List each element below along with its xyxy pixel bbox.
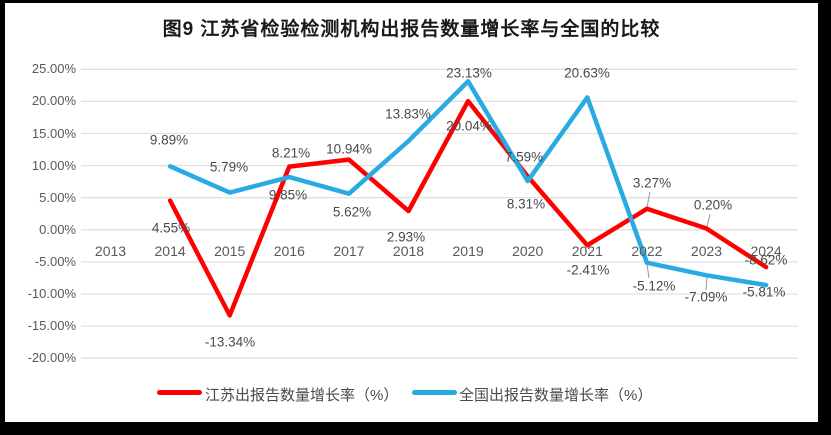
label-leader-line	[705, 276, 708, 291]
data-point-label: 13.83%	[385, 106, 431, 122]
chart-background	[5, 3, 818, 422]
y-axis-tick-label: 15.00%	[31, 125, 76, 141]
data-point-label: 5.62%	[332, 204, 372, 220]
data-point-label: 5.79%	[209, 159, 249, 175]
data-point-label: 8.21%	[271, 145, 311, 161]
x-axis-category-label: 2022	[631, 243, 663, 259]
x-axis-category-label: 2014	[154, 243, 186, 259]
data-point-label: 3.27%	[632, 175, 672, 191]
x-axis-category-label: 2023	[690, 243, 723, 259]
y-axis-tick-label: 25.00%	[31, 61, 76, 77]
x-axis-category-label: 2024	[750, 243, 782, 259]
data-point-label: -5.81%	[742, 284, 786, 300]
legend-swatch-national	[412, 390, 457, 395]
data-point-label: 9.89%	[149, 132, 189, 148]
data-point-label: -13.34%	[204, 334, 256, 350]
data-point-label: -2.41%	[566, 262, 610, 278]
y-axis-tick-label: 20.00%	[31, 93, 76, 109]
x-axis-category-label: 2017	[333, 243, 365, 259]
data-point-label: 0.20%	[693, 197, 733, 213]
label-leader-line	[646, 263, 650, 279]
y-axis-tick-label: -15.00%	[27, 318, 76, 334]
data-point-label: 9.85%	[268, 187, 308, 203]
x-axis-category-label: 2013	[94, 243, 127, 259]
data-point-label: 2.93%	[386, 229, 426, 245]
data-point-label: 10.94%	[326, 141, 372, 157]
legend-label-jiangsu: 江苏出报告数量增长率（%）	[205, 387, 399, 404]
legend-label-national: 全国出报告数量增长率（%）	[459, 387, 653, 404]
data-point-label: 7.59%	[504, 149, 544, 165]
chart-title: 图9 江苏省检验检测机构出报告数量增长率与全国的比较	[162, 19, 661, 40]
y-axis-tick-label: 0.00%	[39, 221, 76, 237]
y-axis-tick-label: 10.00%	[31, 157, 76, 173]
label-leader-line	[706, 213, 711, 228]
data-point-label: -7.09%	[684, 289, 728, 305]
y-axis-tick-label: -5.00%	[34, 253, 76, 269]
x-axis-category-label: 2018	[392, 243, 425, 259]
x-axis-category-label: 2020	[512, 243, 544, 259]
y-axis-tick-label: -20.00%	[27, 350, 76, 366]
label-leader-line	[646, 191, 651, 208]
legend-swatch-jiangsu	[157, 390, 202, 395]
x-axis-category-label: 2021	[571, 243, 603, 259]
data-point-label: 20.63%	[564, 65, 610, 81]
y-axis-tick-label: -10.00%	[27, 286, 76, 301]
y-axis-tick-label: 5.00%	[39, 189, 76, 205]
x-axis-category-label: 2019	[452, 243, 484, 259]
data-point-label: -8.62%	[744, 252, 788, 268]
x-axis-category-label: 2015	[214, 243, 246, 259]
data-point-label: 23.13%	[446, 65, 492, 81]
data-point-label: 20.04%	[446, 118, 492, 134]
national-series-line	[167, 79, 769, 288]
x-axis-category-label: 2016	[273, 243, 305, 259]
data-point-label: 4.55%	[151, 220, 191, 236]
data-point-label: 8.31%	[506, 196, 546, 212]
jiangsu-series-line	[167, 98, 769, 318]
data-point-label: -5.12%	[632, 278, 676, 294]
